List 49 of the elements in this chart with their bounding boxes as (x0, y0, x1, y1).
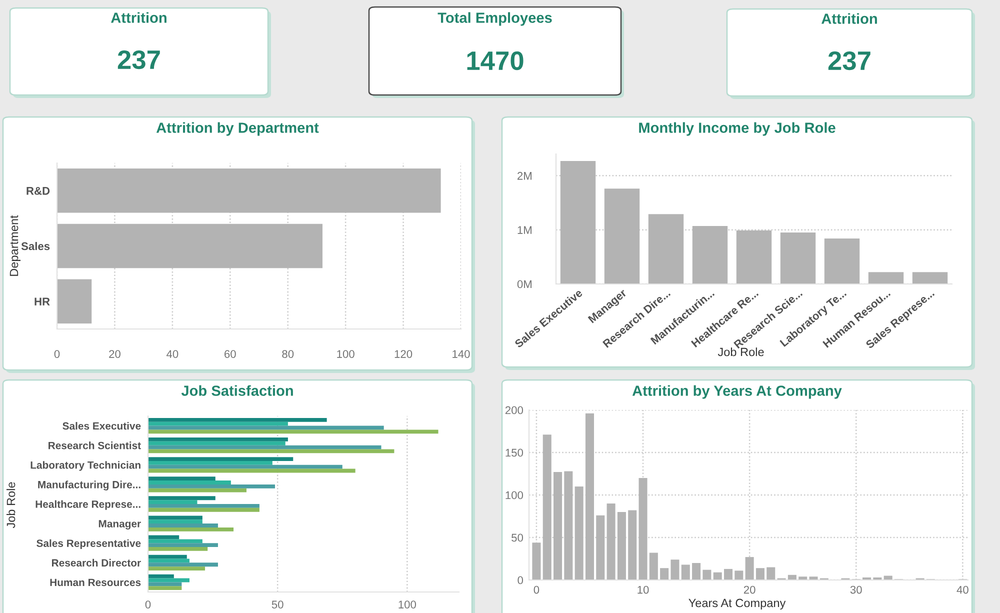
y-tick-label: Manager (98, 520, 141, 530)
x-tick-label: 140 (452, 350, 470, 358)
y-axis-title: Department (10, 215, 20, 276)
y-tick-label: R&D (26, 187, 50, 195)
y-tick-label: Sales Executive (62, 422, 141, 430)
y-tick-label: Research Scientist (48, 442, 141, 450)
chart-title: Attrition by Years At Company (632, 385, 842, 399)
x-tick-label: 0 (145, 600, 151, 608)
y-tick-label: 2M (518, 172, 532, 180)
x-tick-label: 40 (166, 350, 178, 358)
y-tick-label: 0M (517, 280, 532, 288)
y-tick-label: 1M (518, 226, 532, 234)
x-tick-label: 100 (398, 600, 416, 608)
text: Attrition (822, 13, 877, 24)
x-tick-label: 60 (224, 350, 236, 358)
text: 1470 (467, 51, 524, 70)
x-tick-label: 20 (109, 350, 120, 358)
chart-title: Attrition by Department (156, 122, 319, 136)
y-tick-label: Sales Representative (36, 539, 141, 550)
y-tick-label: Healthcare Represe... (36, 500, 140, 510)
y-tick-label: Research Director (52, 558, 141, 567)
x-tick-label: 10 (638, 586, 649, 594)
text: 237 (828, 51, 870, 70)
x-axis-title: Years At Company (688, 598, 786, 610)
y-tick-label: Manufacturing Dire... (38, 480, 140, 490)
y-tick-label: HR (34, 298, 50, 306)
x-tick-label: 0 (534, 586, 540, 594)
x-tick-label: 20 (744, 586, 756, 594)
text: Attrition (111, 12, 166, 23)
y-tick-label: Laboratory Technician (30, 461, 140, 471)
y-tick-label: 200 (505, 406, 524, 414)
x-tick-label: 30 (850, 586, 862, 594)
y-tick-label: Sales (21, 242, 50, 250)
text: Total Employees (438, 12, 552, 26)
y-tick-label: 50 (512, 534, 524, 542)
y-tick-label: Human Resources (50, 578, 141, 586)
x-tick-label: 120 (394, 350, 412, 358)
y-tick-label: 100 (506, 491, 524, 500)
y-tick-label: 0 (518, 576, 524, 584)
chart-title: Job Satisfaction (181, 385, 293, 396)
y-axis-title: Job Role (6, 482, 16, 528)
text: 237 (118, 50, 160, 70)
x-tick-label: 50 (272, 600, 284, 608)
x-tick-label: 40 (956, 586, 968, 594)
chart-title: Monthly Income by Job Role (639, 122, 836, 136)
x-axis-title: Job Role (718, 347, 764, 356)
y-tick-label: 150 (506, 448, 524, 457)
x-tick-label: 80 (282, 350, 294, 358)
x-tick-label: 100 (337, 350, 354, 358)
